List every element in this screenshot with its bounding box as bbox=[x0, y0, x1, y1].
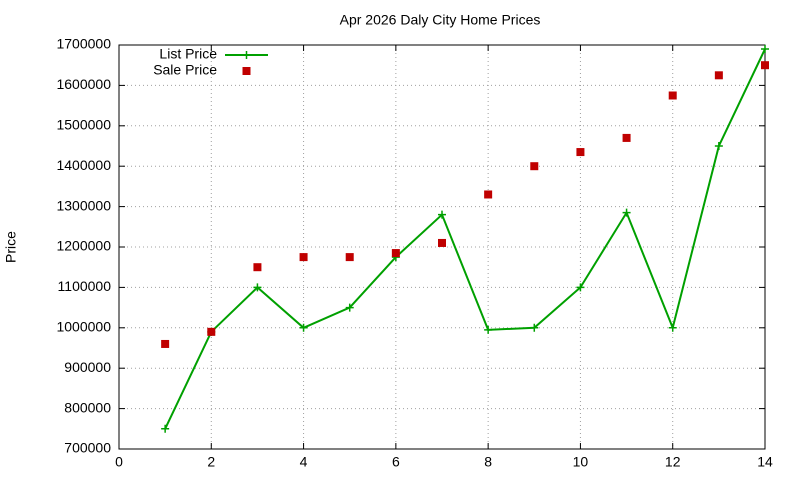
point-marker bbox=[253, 283, 262, 292]
point-marker bbox=[668, 91, 677, 100]
point-marker bbox=[576, 283, 585, 292]
point-marker bbox=[576, 148, 585, 157]
point-marker bbox=[761, 61, 769, 70]
y-tick-label: 1000000 bbox=[56, 319, 111, 335]
point-marker bbox=[438, 238, 446, 247]
point-marker bbox=[714, 142, 723, 150]
x-tick-label: 8 bbox=[484, 454, 492, 470]
x-tick-label: 4 bbox=[300, 454, 308, 470]
legend-marker bbox=[242, 51, 251, 59]
x-tick-label: 2 bbox=[207, 454, 215, 470]
point-marker bbox=[484, 325, 493, 334]
y-tick-label: 900000 bbox=[64, 359, 111, 375]
legend-marker bbox=[242, 67, 251, 75]
point-marker bbox=[207, 327, 216, 336]
chart-title: Apr 2026 Daly City Home Prices bbox=[340, 12, 541, 28]
y-tick-label: 800000 bbox=[64, 399, 111, 415]
point-marker bbox=[530, 323, 539, 332]
point-marker bbox=[668, 323, 677, 332]
point-marker bbox=[622, 133, 631, 142]
y-tick-label: 1200000 bbox=[56, 238, 111, 254]
x-tick-label: 10 bbox=[573, 454, 589, 470]
point-marker bbox=[714, 71, 723, 80]
y-tick-label: 1100000 bbox=[58, 278, 112, 294]
point-marker bbox=[161, 339, 170, 348]
plot-border bbox=[118, 44, 766, 450]
point-marker bbox=[253, 263, 262, 272]
point-marker bbox=[761, 45, 769, 54]
point-marker bbox=[530, 162, 539, 171]
x-tick-label: 14 bbox=[757, 454, 773, 470]
point-marker bbox=[438, 210, 446, 219]
y-tick-label: 1500000 bbox=[56, 117, 111, 133]
point-marker bbox=[622, 208, 631, 217]
point-marker bbox=[484, 190, 493, 199]
y-tick-label: 1300000 bbox=[56, 197, 111, 213]
y-tick-label: 700000 bbox=[64, 440, 111, 456]
x-tick-label: 12 bbox=[665, 454, 681, 470]
point-marker bbox=[345, 303, 354, 312]
y-axis-label: Price bbox=[3, 231, 19, 263]
y-tick-label: 1700000 bbox=[56, 36, 111, 52]
y-tick-label: 1400000 bbox=[56, 157, 111, 173]
series-line bbox=[164, 48, 766, 430]
y-tick-label: 1600000 bbox=[56, 76, 111, 92]
x-tick-label: 0 bbox=[115, 454, 123, 470]
point-marker bbox=[345, 253, 354, 262]
point-marker bbox=[161, 424, 170, 433]
point-marker bbox=[299, 253, 308, 262]
point-marker bbox=[299, 323, 308, 332]
x-tick-label: 6 bbox=[392, 454, 400, 470]
legend-label: Sale Price bbox=[153, 62, 217, 78]
point-marker bbox=[391, 249, 400, 258]
legend-label: List Price bbox=[159, 46, 217, 62]
